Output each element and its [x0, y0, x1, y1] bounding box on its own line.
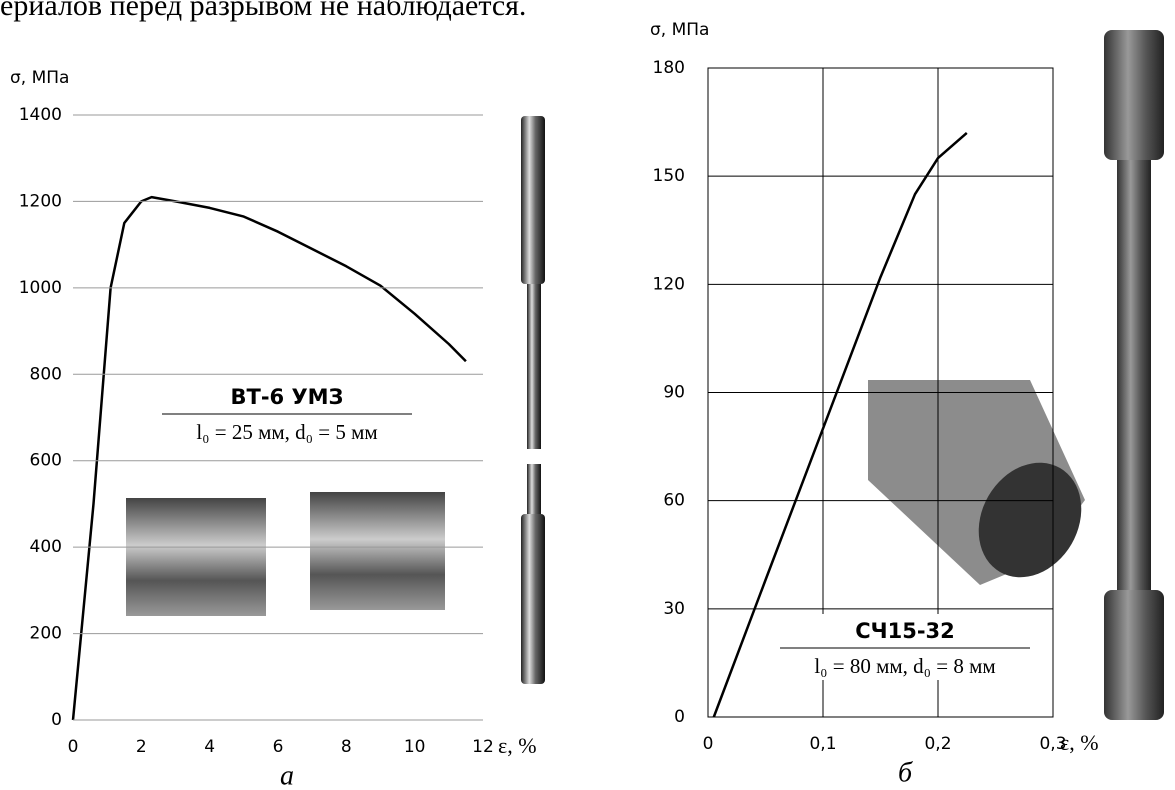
- y-tick-label: 180: [653, 58, 685, 78]
- annotation: ВТ-6 УМЗ: [231, 385, 344, 409]
- x-tick-label: 12: [472, 737, 494, 757]
- specimen-photo: [521, 116, 545, 284]
- y-tick-label: 90: [663, 383, 685, 403]
- x-tick-label: 0,1: [809, 734, 836, 754]
- y-tick-label: 1400: [19, 105, 62, 125]
- fracture-photo: [978, 462, 1082, 578]
- fracture-photo: [126, 498, 266, 616]
- specimen-photo: [1104, 30, 1164, 160]
- x-tick-label: 10: [404, 737, 426, 757]
- x-axis-label: ε, %: [498, 733, 537, 758]
- data-line: [712, 131, 968, 718]
- y-tick-label: 200: [30, 624, 62, 644]
- header-text: ериалов перед разрывом не наблюдается.: [0, 0, 526, 22]
- annotation: l₀ = 80 мм, d₀ = 8 мм: [814, 654, 995, 678]
- x-axis-label: ε, %: [1060, 730, 1099, 755]
- y-tick-label: 150: [653, 166, 685, 186]
- y-tick-label: 0: [51, 710, 62, 730]
- x-tick-label: 4: [204, 737, 215, 757]
- annotation: СЧ15-32: [855, 619, 955, 643]
- specimen-photo: [1104, 590, 1164, 720]
- x-tick-label: 0: [68, 737, 79, 757]
- y-tick-label: 400: [30, 537, 62, 557]
- x-tick-label: 0,3: [1039, 734, 1066, 754]
- x-tick-label: 0,2: [924, 734, 951, 754]
- y-tick-label: 60: [663, 491, 685, 511]
- specimen-photos: [73, 30, 1164, 721]
- specimen-photo: [527, 284, 541, 449]
- plot-frame: [707, 67, 1054, 718]
- y-tick-label: 1200: [19, 191, 62, 211]
- x-tick-label: 0: [703, 734, 714, 754]
- annotation-bg: [780, 614, 1030, 680]
- x-tick-label: 2: [136, 737, 147, 757]
- annotation-bg: [162, 380, 412, 446]
- y-tick-label: 30: [663, 599, 685, 619]
- fracture-photo: [310, 492, 445, 610]
- x-tick-label: 6: [273, 737, 284, 757]
- y-tick-label: 120: [653, 274, 685, 294]
- specimen-photo: [521, 514, 545, 684]
- panel-label: б: [898, 757, 913, 788]
- x-tick-label: 8: [341, 737, 352, 757]
- specimen-photo: [527, 464, 541, 514]
- y-tick-label: 600: [30, 451, 62, 471]
- y-axis-label: σ, МПа: [650, 20, 709, 40]
- y-tick-label: 1000: [19, 278, 62, 298]
- annotation: l₀ = 25 мм, d₀ = 5 мм: [196, 420, 377, 444]
- data-line: [71, 195, 467, 721]
- y-tick-label: 0: [674, 707, 685, 727]
- panel-label: а: [280, 760, 294, 790]
- y-axis-label: σ, МПа: [10, 68, 69, 88]
- y-tick-label: 800: [30, 364, 62, 384]
- specimen-photo: [1117, 160, 1151, 590]
